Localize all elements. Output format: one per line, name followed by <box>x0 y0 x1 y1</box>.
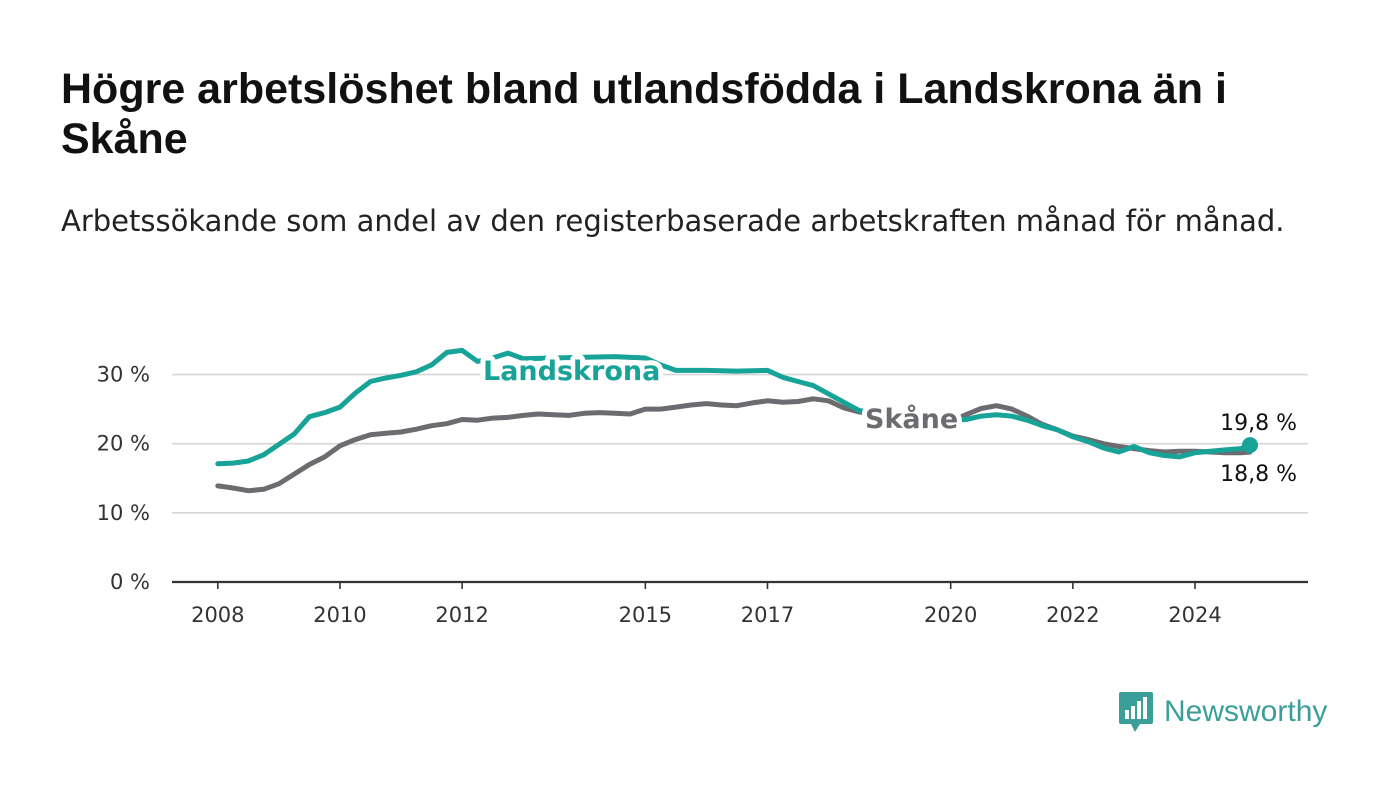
chart-subtitle: Arbetssökande som andel av den registerb… <box>61 204 1285 238</box>
landskrona-label: Landskrona <box>483 356 660 387</box>
grid-lines <box>172 373 1308 584</box>
x-tick-label: 2017 <box>741 603 794 627</box>
x-tick-label: 2010 <box>313 603 366 627</box>
bar-chart-icon <box>1119 692 1153 732</box>
x-axis-ticks: 2008 2010 2012 2015 2017 2020 2022 2024 <box>191 582 1222 627</box>
chart-title: Högre arbetslöshet bland utlandsfödda i … <box>61 65 1227 163</box>
x-tick-label: 2015 <box>619 603 672 627</box>
y-tick-label: 20 % <box>97 432 150 456</box>
landskrona-end-marker <box>1241 437 1258 454</box>
x-tick-label: 2020 <box>924 603 977 627</box>
skane-end-value: 18,8 % <box>1220 462 1297 487</box>
x-tick-label: 2008 <box>191 603 244 627</box>
y-tick-label: 30 % <box>97 363 150 387</box>
skane-label: Skåne <box>865 403 958 435</box>
series-lines <box>215 347 1258 494</box>
series-line-landskrona <box>215 347 1253 467</box>
series-labels: Landskrona Skåne 19,8 % 18,8 % <box>478 351 1300 490</box>
y-tick-label: 0 % <box>110 570 150 594</box>
x-tick-label: 2012 <box>435 603 488 627</box>
y-axis-ticks: 0 % 10 % 20 % 30 % <box>97 363 150 594</box>
x-tick-label: 2024 <box>1168 603 1221 627</box>
x-tick-label: 2022 <box>1046 603 1099 627</box>
y-tick-label: 10 % <box>97 501 150 525</box>
brand-name: Newsworthy <box>1164 695 1328 728</box>
landskrona-end-value: 19,8 % <box>1220 411 1297 436</box>
newsworthy-logo: Newsworthy <box>1118 690 1327 734</box>
